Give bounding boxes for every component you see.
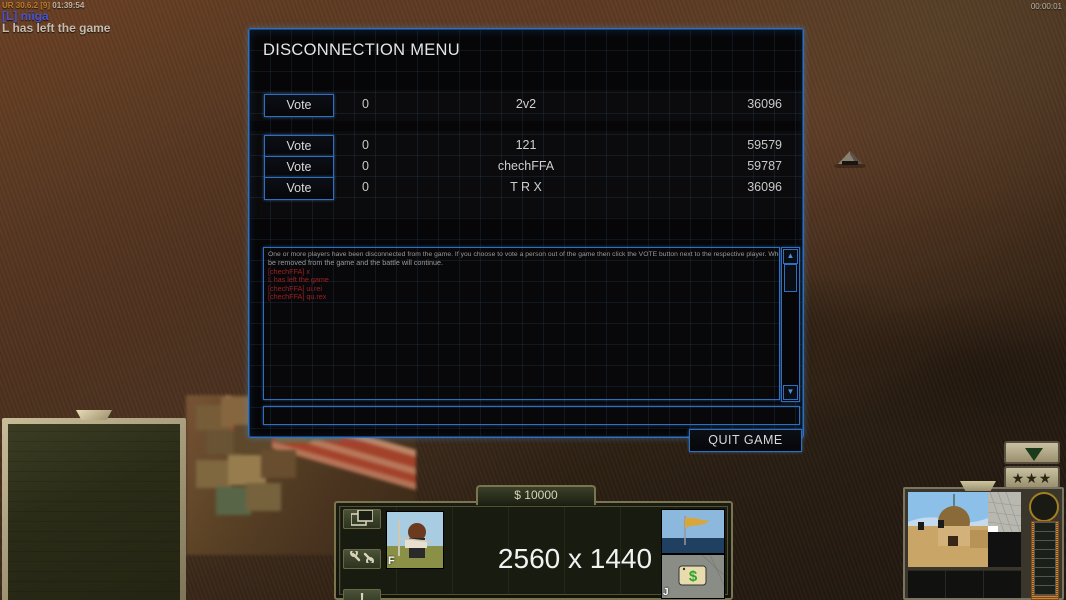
svg-text:F: F xyxy=(989,527,993,534)
svg-text:$: $ xyxy=(689,568,698,585)
